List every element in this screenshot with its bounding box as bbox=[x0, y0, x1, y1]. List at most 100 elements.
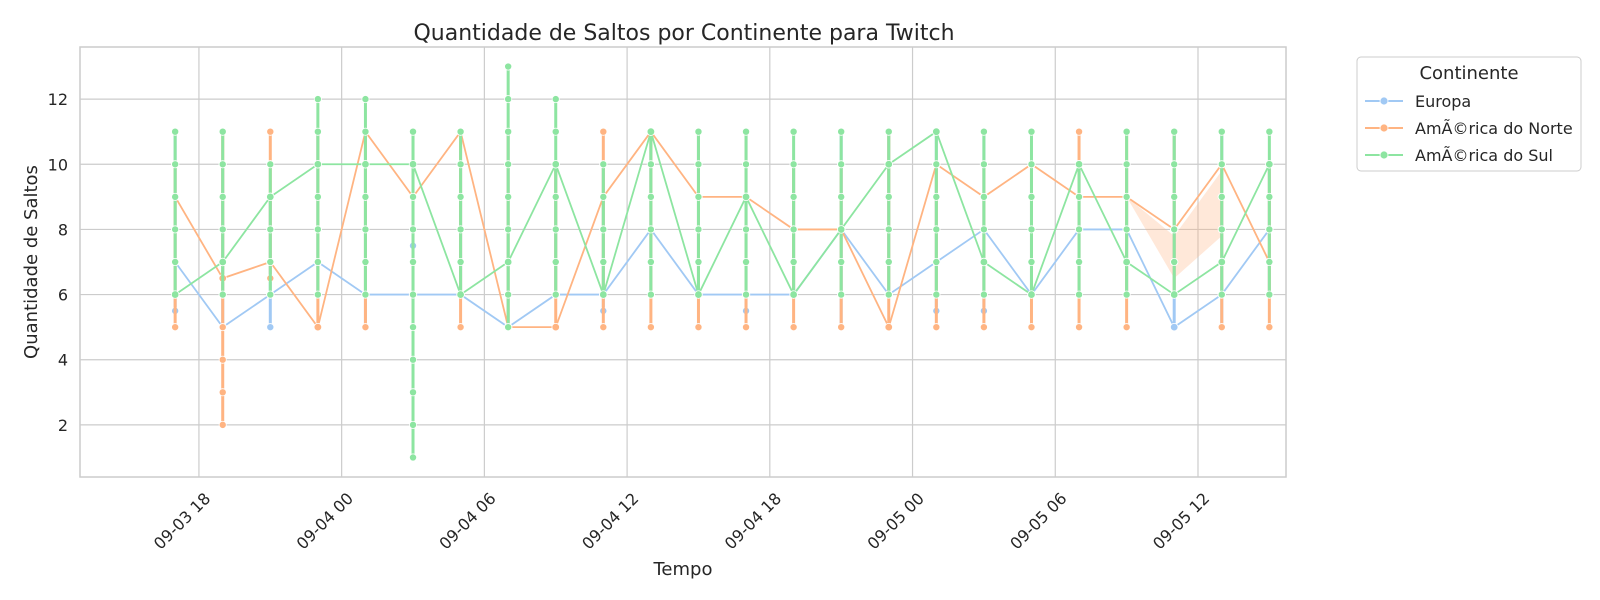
data-point bbox=[361, 192, 370, 201]
data-point bbox=[1075, 225, 1084, 234]
data-point bbox=[171, 127, 180, 136]
data-point bbox=[1170, 160, 1179, 169]
mean-point bbox=[1265, 160, 1274, 169]
data-point bbox=[551, 290, 560, 299]
data-point bbox=[599, 160, 608, 169]
data-point bbox=[979, 160, 988, 169]
data-point bbox=[218, 290, 227, 299]
data-point bbox=[1170, 127, 1179, 136]
data-point bbox=[1075, 323, 1084, 332]
x-tick-label: 09-05 06 bbox=[1006, 489, 1070, 553]
data-point bbox=[551, 257, 560, 266]
data-point bbox=[1027, 323, 1036, 332]
data-point bbox=[1170, 225, 1179, 234]
data-point bbox=[456, 192, 465, 201]
x-tick-label: 09-04 12 bbox=[578, 489, 642, 553]
data-point bbox=[218, 420, 227, 429]
y-tick-label: 12 bbox=[48, 90, 68, 109]
data-point bbox=[1170, 192, 1179, 201]
mean-point bbox=[1217, 257, 1226, 267]
y-tick-label: 8 bbox=[58, 220, 68, 239]
data-point bbox=[742, 225, 751, 234]
data-point bbox=[409, 355, 418, 364]
data-point bbox=[979, 192, 988, 201]
data-point bbox=[646, 192, 655, 201]
mean-point bbox=[1122, 257, 1131, 267]
data-point bbox=[409, 453, 418, 462]
mean-point bbox=[599, 290, 608, 299]
data-point bbox=[504, 62, 513, 71]
data-point bbox=[409, 420, 418, 429]
data-point bbox=[218, 160, 227, 169]
series-line bbox=[174, 128, 1271, 298]
legend-items: Europa AmÃ©rica do Norte AmÃ©rica do Sul bbox=[1365, 92, 1573, 165]
data-point bbox=[837, 160, 846, 169]
data-point bbox=[1075, 290, 1084, 299]
mean-point bbox=[789, 290, 798, 299]
data-point bbox=[789, 160, 798, 169]
data-point bbox=[1265, 323, 1274, 332]
data-point bbox=[646, 225, 655, 234]
data-point bbox=[1265, 225, 1274, 234]
series-line bbox=[174, 227, 1271, 329]
data-point bbox=[409, 127, 418, 136]
data-point bbox=[456, 127, 465, 136]
mean-point bbox=[503, 257, 513, 267]
data-point bbox=[551, 192, 560, 201]
data-point bbox=[742, 323, 751, 332]
data-point bbox=[361, 127, 370, 136]
data-point bbox=[313, 290, 322, 299]
data-point bbox=[932, 160, 941, 169]
mean-point bbox=[551, 160, 560, 169]
series-group bbox=[170, 127, 1274, 429]
data-point bbox=[837, 290, 846, 299]
data-point bbox=[694, 257, 703, 266]
data-point bbox=[266, 323, 275, 332]
data-point bbox=[313, 225, 322, 234]
data-point bbox=[313, 127, 322, 136]
data-point bbox=[1122, 290, 1131, 299]
data-point bbox=[409, 225, 418, 234]
series-layer bbox=[170, 62, 1274, 462]
data-point bbox=[884, 257, 893, 266]
data-point bbox=[1122, 192, 1131, 201]
data-point bbox=[1265, 127, 1274, 136]
y-tick-label: 2 bbox=[58, 416, 68, 435]
data-point bbox=[1075, 192, 1084, 201]
data-point bbox=[551, 127, 560, 136]
data-point bbox=[504, 323, 513, 332]
data-point bbox=[218, 355, 227, 364]
data-point bbox=[789, 323, 798, 332]
data-point bbox=[361, 290, 370, 299]
data-point bbox=[218, 127, 227, 136]
data-point bbox=[218, 192, 227, 201]
data-point bbox=[1217, 323, 1226, 332]
data-point bbox=[456, 323, 465, 332]
data-point bbox=[218, 323, 227, 332]
data-point bbox=[742, 160, 751, 169]
mean-point bbox=[932, 127, 941, 136]
data-point bbox=[837, 127, 846, 136]
data-point bbox=[409, 290, 418, 299]
legend-marker bbox=[1379, 96, 1389, 106]
data-point bbox=[979, 225, 988, 234]
data-point bbox=[694, 160, 703, 169]
data-point bbox=[837, 257, 846, 266]
x-tick-label: 09-05 12 bbox=[1149, 489, 1213, 553]
mean-point bbox=[218, 257, 227, 267]
legend-box bbox=[1356, 56, 1582, 172]
data-point bbox=[646, 257, 655, 266]
data-point bbox=[646, 160, 655, 169]
data-point bbox=[171, 225, 180, 234]
mean-point bbox=[694, 290, 703, 299]
data-point bbox=[1170, 257, 1179, 266]
x-tick-label: 09-04 18 bbox=[721, 489, 785, 553]
mean-point bbox=[313, 322, 323, 332]
data-point bbox=[646, 290, 655, 299]
data-point bbox=[266, 127, 275, 136]
data-point bbox=[599, 225, 608, 234]
data-point bbox=[361, 257, 370, 266]
data-point bbox=[599, 192, 608, 201]
legend-title: Continente bbox=[1419, 63, 1518, 84]
data-point bbox=[932, 192, 941, 201]
